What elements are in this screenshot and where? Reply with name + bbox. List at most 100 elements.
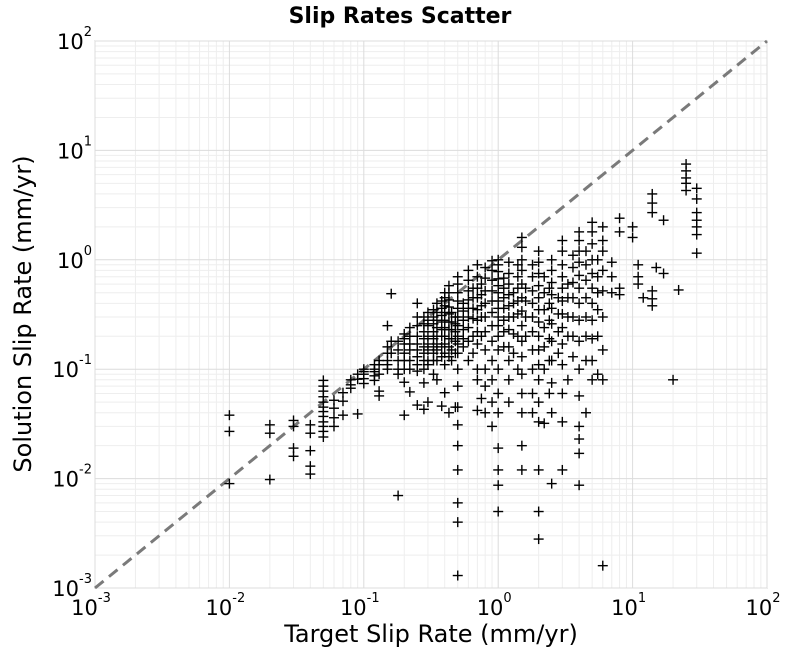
scatter-point	[597, 344, 608, 355]
scatter-point	[627, 232, 638, 243]
scatter-point	[539, 341, 550, 352]
scatter-point	[533, 374, 544, 385]
scatter-point	[533, 534, 544, 545]
scatter-point	[597, 221, 608, 232]
scatter-point	[567, 262, 578, 273]
scatter-point	[633, 259, 644, 270]
scatter-point	[647, 207, 658, 218]
scatter-point	[533, 246, 544, 257]
scatter-point	[606, 271, 617, 282]
scatter-point	[472, 259, 483, 270]
scatter-point	[487, 265, 498, 276]
scatter-point	[574, 270, 585, 281]
scatter-point	[503, 374, 514, 385]
scatter-point	[527, 364, 538, 375]
scatter-point	[305, 428, 316, 439]
x-tick-label: 10-2	[206, 591, 246, 620]
scatter-point	[472, 271, 483, 282]
scatter-point	[452, 570, 463, 581]
scatter-point	[345, 383, 356, 394]
scatter-point	[567, 331, 578, 342]
scatter-point	[539, 287, 550, 298]
scatter-point	[443, 407, 454, 418]
scatter-point	[487, 336, 498, 347]
scatter-point	[337, 410, 348, 421]
scatter-point	[580, 331, 591, 342]
scatter-point	[487, 421, 498, 432]
scatter-point	[597, 560, 608, 571]
scatter-point	[658, 215, 669, 226]
scatter-point	[580, 292, 591, 303]
scatter-point	[574, 434, 585, 445]
scatter-point	[480, 298, 491, 309]
scatter-point	[224, 478, 235, 489]
scatter-point	[592, 369, 603, 380]
scatter-point	[463, 265, 474, 276]
x-tick-labels: 10-3 10-2 10-1 100 101 102	[71, 591, 780, 620]
scatter-point	[516, 306, 527, 317]
scatter-point	[691, 183, 702, 194]
y-tick-label: 10-2	[52, 463, 92, 492]
scatter-point	[587, 217, 598, 228]
scatter-point	[533, 506, 544, 517]
scatter-point	[436, 401, 447, 412]
scatter-point	[452, 440, 463, 451]
scatter-point	[452, 402, 463, 413]
scatter-point	[508, 287, 519, 298]
scatter-point	[574, 315, 585, 326]
scatter-point	[557, 416, 568, 427]
scatter-point	[691, 248, 702, 259]
scatter-point	[658, 268, 669, 279]
scatter-point	[567, 351, 578, 362]
scatter-point	[468, 331, 479, 342]
scatter-point	[574, 298, 585, 309]
scatter-point	[567, 312, 578, 323]
scatter-point	[592, 331, 603, 342]
scatter-point	[480, 364, 491, 375]
scatter-point	[386, 288, 397, 299]
scatter-point	[399, 377, 410, 388]
scatter-point	[587, 238, 598, 249]
scatter-point	[516, 320, 527, 331]
scatter-point	[487, 307, 498, 318]
scatter-point	[668, 374, 679, 385]
scatter-point	[539, 364, 550, 375]
scatter-point	[468, 348, 479, 359]
scatter-point	[606, 287, 617, 298]
scatter-point	[557, 338, 568, 349]
x-tick-label: 101	[611, 591, 646, 620]
y-tick-label: 101	[57, 134, 92, 163]
scatter-point	[305, 419, 316, 430]
scatter-point	[452, 338, 463, 349]
scatter-point	[493, 480, 504, 491]
scatter-point	[337, 396, 348, 407]
scatter-point	[412, 366, 423, 377]
y-tick-label: 102	[57, 25, 92, 54]
scatter-point	[516, 336, 527, 347]
scatter-point	[557, 359, 568, 370]
scatter-point	[487, 255, 498, 266]
scatter-point	[439, 359, 450, 370]
scatter-point	[533, 359, 544, 370]
scatter-point	[520, 296, 531, 307]
scatter-point	[557, 283, 568, 294]
scatter-point	[557, 308, 568, 319]
scatter-point	[493, 331, 504, 342]
scatter-point	[382, 364, 393, 375]
scatter-point	[468, 303, 479, 314]
scatter-point	[567, 292, 578, 303]
scatter-point	[480, 381, 491, 392]
scatter-point	[458, 315, 469, 326]
scatter-point	[318, 432, 329, 443]
scatter-point	[562, 279, 573, 290]
scatter-point	[508, 328, 519, 339]
scatter-point	[527, 285, 538, 296]
scatter-point	[498, 292, 509, 303]
scatter-point	[487, 285, 498, 296]
chart-title: Slip Rates Scatter	[289, 4, 512, 29]
scatter-point	[498, 283, 509, 294]
scatter-point	[480, 262, 491, 273]
scatter-point	[587, 355, 598, 366]
scatter-point	[539, 304, 550, 315]
scatter-point	[614, 213, 625, 224]
